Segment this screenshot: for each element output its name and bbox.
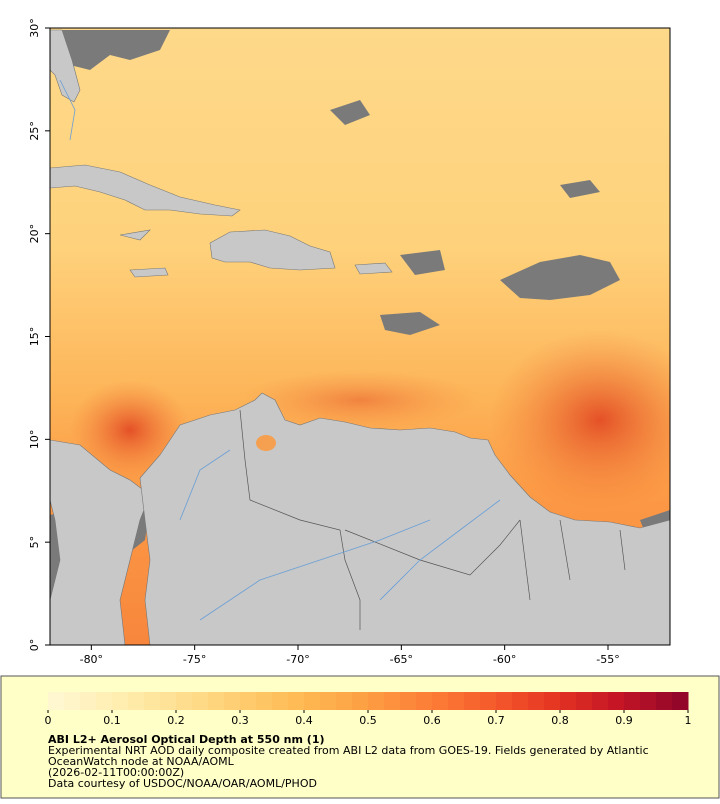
- rivers: [59, 79, 501, 621]
- y-tick-label: 30°: [28, 18, 41, 38]
- borders: [239, 409, 626, 630]
- colorbar-segment: [160, 692, 177, 710]
- colorbar-segment: [672, 692, 689, 710]
- colorbar-tick-label: 0.2: [167, 714, 185, 727]
- colorbar-tick-label: 0.9: [615, 714, 633, 727]
- colorbar-segment: [656, 692, 673, 710]
- colorbar-segment: [224, 692, 241, 710]
- colorbar-tick-label: 1: [685, 714, 692, 727]
- colorbar-segment: [448, 692, 465, 710]
- colorbar-tick-label: 0.4: [295, 714, 313, 727]
- colorbar-segment: [464, 692, 481, 710]
- colorbar-segment: [320, 692, 337, 710]
- y-tick-label: 5°: [28, 536, 41, 549]
- colorbar-tick-label: 0.7: [487, 714, 505, 727]
- colorbar-segment: [496, 692, 513, 710]
- x-tick-label: -55°: [596, 653, 619, 666]
- colorbar-segment: [480, 692, 497, 710]
- colorbar-segment: [352, 692, 369, 710]
- colorbar-segment: [528, 692, 545, 710]
- colorbar-segment: [240, 692, 257, 710]
- colorbar-segment: [336, 692, 353, 710]
- x-tick-label: -80°: [80, 653, 103, 666]
- colorbar-segment: [272, 692, 289, 710]
- high-aod: [490, 330, 670, 510]
- caption-line: (2026-02-11T00:00:00Z): [48, 766, 184, 779]
- colorbar-segment: [48, 692, 65, 710]
- colorbar-segment: [80, 692, 97, 710]
- colorbar-segment: [144, 692, 161, 710]
- caption-line: OceanWatch node at NOAA/AOML: [48, 755, 235, 768]
- colorbar-tick-label: 0.5: [359, 714, 377, 727]
- colorbar-segment: [640, 692, 657, 710]
- colorbar-segment: [608, 692, 625, 710]
- colorbar-segment: [288, 692, 305, 710]
- colorbar-segment: [560, 692, 577, 710]
- colorbar-segment: [96, 692, 113, 710]
- x-tick-label: -65°: [390, 653, 413, 666]
- y-tick-label: 20°: [28, 224, 41, 244]
- colorbar-segment: [416, 692, 433, 710]
- high-aod: [240, 370, 480, 430]
- land: [50, 29, 670, 645]
- colorbar-segment: [304, 692, 321, 710]
- colorbar-segment: [176, 692, 193, 710]
- colorbar-segment: [368, 692, 385, 710]
- colorbar-segment: [208, 692, 225, 710]
- colorbar-segment: [576, 692, 593, 710]
- colorbar-tick-label: 0.1: [103, 714, 121, 727]
- colorbar-segment: [624, 692, 641, 710]
- y-tick-label: 0°: [28, 639, 41, 652]
- colorbar-segment: [512, 692, 529, 710]
- colorbar: 0 0.1 0.2 0.3 0.4 0.5 0.6 0.7 0.8 0.9 1: [45, 692, 692, 727]
- colorbar-segment: [256, 692, 273, 710]
- colorbar-segment: [432, 692, 449, 710]
- lake: [256, 435, 276, 451]
- colorbar-tick-label: 0: [45, 714, 52, 727]
- colorbar-tick-label: 0.6: [423, 714, 441, 727]
- colorbar-segment: [64, 692, 81, 710]
- caption-line: Experimental NRT AOD daily composite cre…: [48, 744, 649, 757]
- colorbar-segment: [192, 692, 209, 710]
- colorbar-tick-label: 0.3: [231, 714, 249, 727]
- caption-line: Data courtesy of USDOC/NOAA/OAR/AOML/PHO…: [48, 777, 317, 790]
- y-tick-label: 15°: [28, 327, 41, 347]
- colorbar-segment: [400, 692, 417, 710]
- y-tick-label: 10°: [28, 430, 41, 450]
- x-tick-label: -70°: [286, 653, 309, 666]
- x-tick-label: -60°: [493, 653, 516, 666]
- colorbar-segment: [128, 692, 145, 710]
- x-tick-label: -75°: [183, 653, 206, 666]
- axes: -80° -75° -70° -65° -60° -55° 0° 5° 10° 15° 20° 25°…: [28, 18, 620, 666]
- colorbar-segment: [384, 692, 401, 710]
- colorbar-segment: [592, 692, 609, 710]
- colorbar-segment: [112, 692, 129, 710]
- colorbar-segment: [544, 692, 561, 710]
- colorbar-tick-label: 0.8: [551, 714, 569, 727]
- map-image: [50, 28, 670, 645]
- caption-title: ABI L2+ Aerosol Optical Depth at 550 nm …: [48, 733, 325, 746]
- y-tick-label: 25°: [28, 121, 41, 141]
